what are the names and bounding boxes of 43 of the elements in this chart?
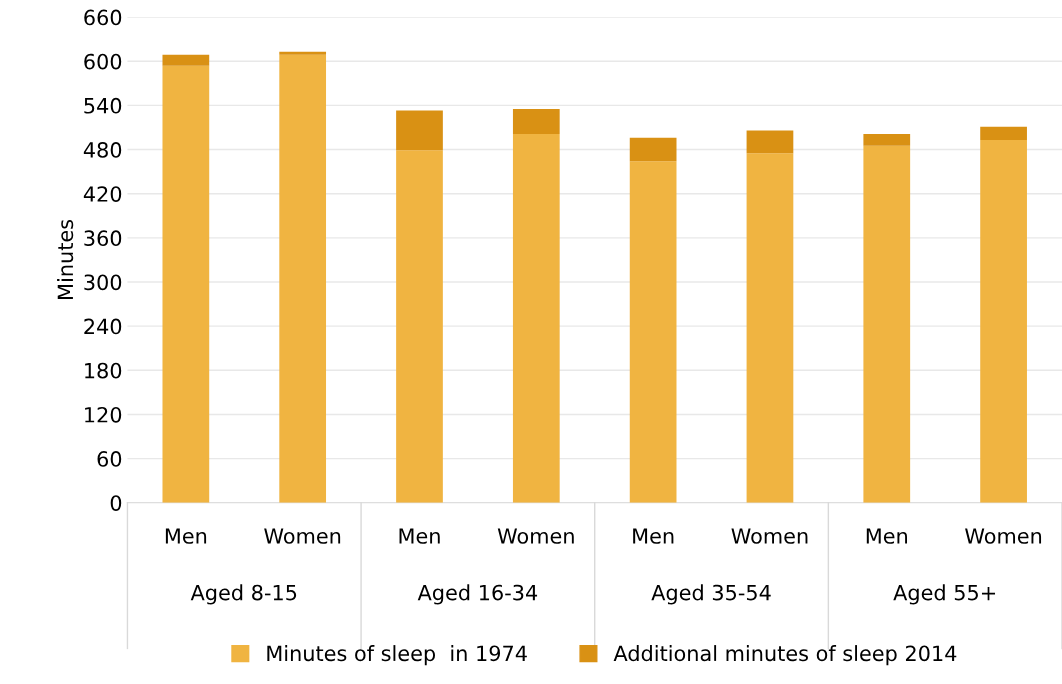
bar (396, 110, 443, 151)
bar (746, 130, 794, 154)
y-tick-label: 360 (84, 230, 122, 247)
y-tick-label: 420 (83, 186, 122, 202)
bar (162, 54, 210, 66)
x-tick-label: Men (866, 528, 907, 544)
x-tick-label: Women (731, 528, 808, 544)
bar (863, 145, 911, 503)
bar (863, 134, 911, 146)
bar (980, 139, 1027, 503)
legend-label: Minutes of sleep in 1974 (267, 645, 527, 666)
bar (162, 65, 210, 503)
y-tick-label: 600 (84, 53, 122, 70)
text: Aged 55+ (893, 584, 996, 605)
text: Aged 8-15 (190, 584, 297, 605)
bar (629, 137, 677, 162)
y-tick-label: 180 (85, 362, 122, 379)
y-tick-label: 300 (84, 274, 122, 291)
x-tick-label: Women (264, 528, 341, 544)
text: Aged 16-34 (417, 584, 538, 605)
text: Aged 35-54 (651, 584, 771, 605)
y-tick-label: 660 (84, 9, 122, 26)
x-tick-label: Men (165, 528, 207, 544)
bar (980, 126, 1027, 140)
x-tick-label: Women (965, 528, 1042, 544)
y-tick-label: 120 (85, 406, 122, 423)
bar (512, 134, 560, 503)
y-tick-label: 0 (110, 495, 122, 511)
bar (629, 161, 677, 503)
x-tick-label: Women (497, 528, 574, 544)
x-tick-label: Men (633, 528, 674, 544)
bar (512, 109, 560, 135)
legend-label: Additional minutes of sleep 2014 (613, 645, 957, 666)
bar (279, 54, 327, 503)
y-tick-label: 240 (84, 318, 122, 335)
x-tick-label: Men (399, 528, 440, 544)
bar (279, 51, 327, 55)
bar (396, 150, 443, 503)
y-tick-label: 540 (84, 97, 122, 114)
y-tick-label: 60 (97, 451, 122, 467)
y-tick-label: 480 (83, 142, 122, 158)
bar (746, 153, 794, 503)
y-axis-title: Minutes (57, 219, 74, 299)
